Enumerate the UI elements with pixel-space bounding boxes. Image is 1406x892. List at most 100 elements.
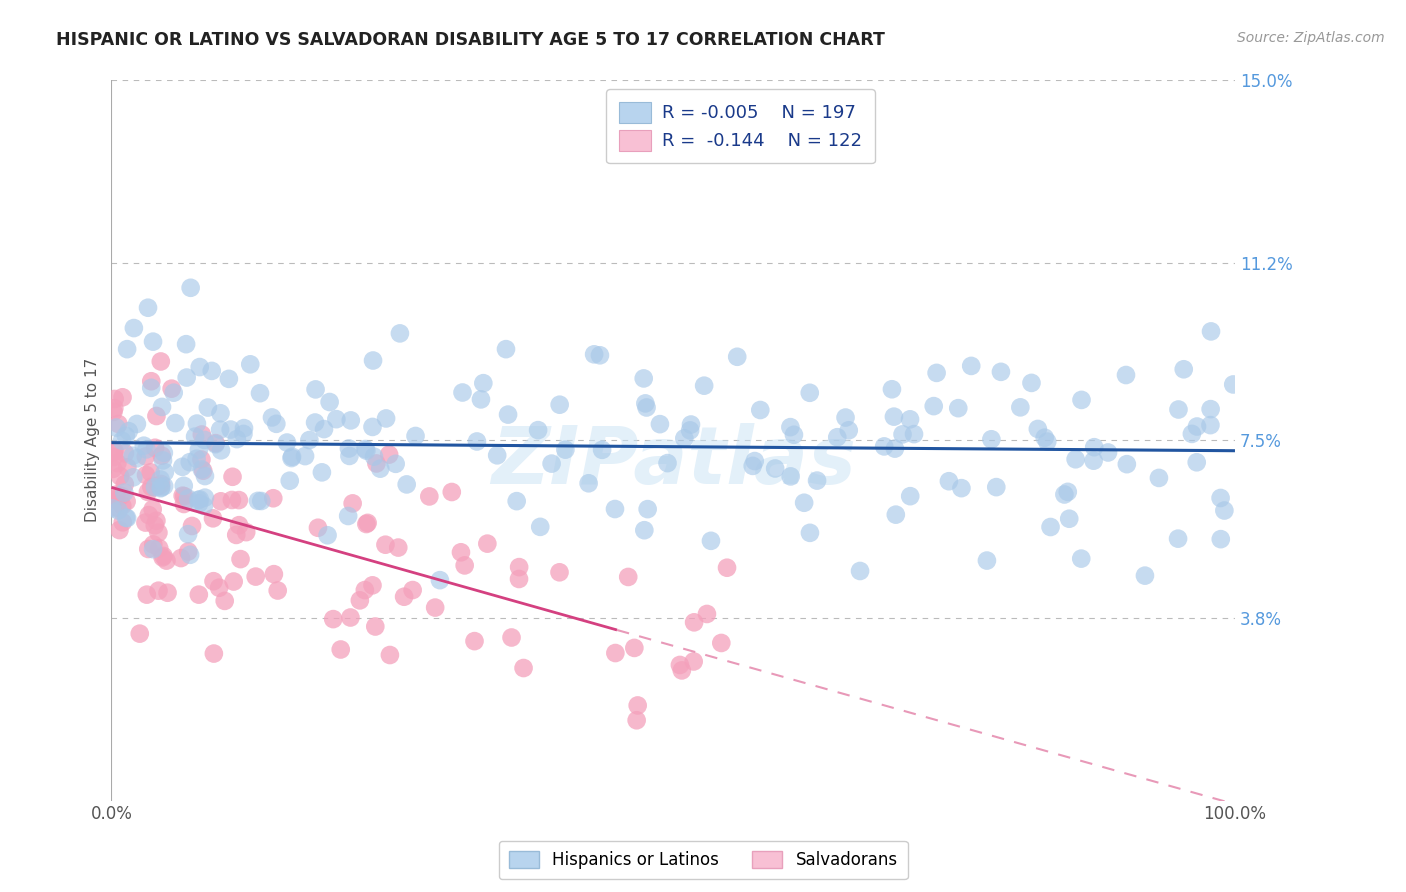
Point (342, 496, 364, 510)
Point (101, 462, 124, 476)
Point (132, 439, 155, 453)
Point (160, 382, 183, 396)
Point (361, 353, 384, 368)
Point (673, 431, 696, 445)
Point (179, 455, 201, 469)
Point (976, 553, 998, 567)
Point (387, 541, 409, 555)
Point (591, 442, 613, 457)
Point (980, 432, 1002, 446)
Point (208, 581, 231, 595)
Point (339, 449, 361, 463)
Point (361, 578, 384, 592)
Point (634, 396, 657, 410)
Point (683, 615, 706, 630)
Point (669, 657, 692, 672)
Point (578, 476, 600, 491)
Point (429, 573, 451, 587)
Point (209, 443, 232, 458)
Point (1167, 402, 1189, 417)
Point (501, 631, 523, 645)
Point (111, 516, 134, 530)
Point (349, 593, 371, 607)
Point (374, 538, 396, 552)
Point (187, 442, 209, 457)
Point (172, 459, 194, 474)
Point (477, 536, 499, 550)
Text: Source: ZipAtlas.com: Source: ZipAtlas.com (1237, 31, 1385, 45)
Point (401, 582, 423, 597)
Point (1057, 512, 1080, 526)
Point (465, 434, 488, 449)
Point (1213, 503, 1236, 517)
Point (495, 342, 517, 356)
Point (135, 588, 157, 602)
Point (105, 420, 128, 434)
Point (440, 485, 463, 500)
Point (617, 570, 640, 584)
Point (179, 548, 201, 562)
Point (418, 490, 440, 504)
Point (1026, 422, 1049, 436)
Point (700, 533, 723, 548)
Point (793, 496, 815, 510)
Point (311, 466, 333, 480)
Point (648, 417, 671, 431)
Point (529, 520, 551, 534)
Point (633, 371, 655, 385)
Point (364, 619, 387, 633)
Point (682, 655, 704, 669)
Point (603, 502, 626, 516)
Point (184, 429, 207, 443)
Point (186, 451, 208, 466)
Point (233, 421, 256, 435)
Point (633, 523, 655, 537)
Point (228, 518, 250, 533)
Point (744, 454, 766, 468)
Point (149, 354, 172, 368)
Point (312, 422, 335, 436)
Point (763, 461, 786, 475)
Point (202, 647, 225, 661)
Point (990, 365, 1012, 379)
Point (177, 544, 200, 558)
Point (388, 326, 411, 341)
Point (318, 395, 340, 409)
Point (118, 424, 141, 438)
Legend: Hispanics or Latinos, Salvadorans: Hispanics or Latinos, Salvadorans (499, 841, 907, 880)
Point (960, 359, 983, 373)
Point (307, 521, 329, 535)
Point (201, 364, 224, 378)
Point (209, 406, 232, 420)
Point (173, 489, 195, 503)
Point (1083, 453, 1105, 467)
Point (486, 448, 509, 462)
Point (425, 600, 447, 615)
Point (463, 634, 485, 648)
Point (392, 590, 415, 604)
Point (1199, 402, 1222, 417)
Point (693, 378, 716, 392)
Point (142, 542, 165, 557)
Point (187, 588, 209, 602)
Point (1209, 491, 1232, 505)
Point (176, 370, 198, 384)
Point (741, 458, 763, 473)
Point (337, 442, 360, 456)
Point (891, 427, 914, 442)
Point (153, 479, 176, 493)
Point (384, 457, 406, 471)
Point (105, 500, 128, 515)
Point (194, 469, 217, 483)
Point (1070, 551, 1092, 566)
Point (194, 491, 217, 505)
Point (136, 301, 159, 315)
Point (671, 664, 693, 678)
Point (115, 511, 138, 525)
Point (141, 374, 163, 388)
Point (115, 494, 138, 508)
Point (165, 416, 187, 430)
Point (884, 508, 907, 522)
Point (278, 474, 301, 488)
Point (583, 347, 606, 361)
